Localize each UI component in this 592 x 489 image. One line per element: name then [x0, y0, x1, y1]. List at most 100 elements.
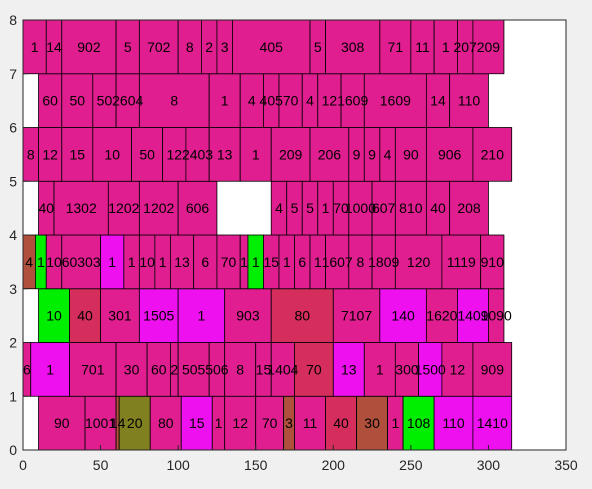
- bar-label-17: 6: [23, 361, 31, 377]
- bar-segment-95: [309, 127, 350, 182]
- bar-segment-12: [356, 395, 388, 451]
- bar-label-117: 1: [31, 39, 39, 55]
- bar-segment-29: [332, 342, 365, 397]
- bar-label-80: 1000: [345, 200, 376, 216]
- bar-segment-132: [472, 19, 505, 75]
- bar-label-121: 702: [147, 39, 171, 55]
- x-tick-label-2: 100: [166, 457, 190, 473]
- bar-segment-34: [472, 342, 513, 397]
- bar-segment-50: [61, 234, 101, 290]
- bar-label-54: 1: [159, 254, 167, 270]
- bar-label-53: 10: [139, 254, 155, 270]
- bar-segment-87: [61, 127, 94, 182]
- bar-label-43: 140: [391, 308, 415, 324]
- bar-label-75: 4: [275, 200, 283, 216]
- bar-segment-38: [138, 288, 179, 343]
- bar-label-132: 209: [477, 39, 501, 55]
- bar-label-41: 80: [294, 308, 310, 324]
- bar-label-28: 70: [306, 361, 322, 377]
- bar-segment-125: [232, 19, 311, 75]
- bar-label-23: 505: [182, 361, 206, 377]
- bar-label-26: 15: [256, 361, 272, 377]
- bar-label-90: 12: [166, 146, 182, 162]
- bar-label-1: 1001: [85, 415, 116, 431]
- bar-segment-89: [131, 127, 164, 182]
- bar-label-49: 10: [46, 254, 62, 270]
- bar-segment-41: [270, 288, 334, 343]
- bar-segment-36: [69, 288, 101, 343]
- bar-label-112: 12: [322, 93, 338, 109]
- x-tick-label-6: 300: [477, 457, 501, 473]
- bar-label-102: 60: [42, 93, 58, 109]
- bar-label-92: 13: [217, 146, 233, 162]
- x-tick-label-7: 350: [554, 457, 578, 473]
- bar-label-122: 8: [186, 39, 194, 55]
- bar-label-79: 70: [333, 200, 349, 216]
- bar-label-63: 1: [314, 254, 322, 270]
- bar-label-51: 1: [108, 254, 116, 270]
- bar-label-65: 8: [357, 254, 365, 270]
- bar-label-98: 4: [384, 146, 392, 162]
- bar-label-64: 1607: [322, 254, 353, 270]
- bar-label-16: 1410: [477, 415, 508, 431]
- bar-label-34: 909: [481, 361, 505, 377]
- bar-label-101: 210: [481, 146, 505, 162]
- bar-label-107: 1: [221, 93, 229, 109]
- bar-label-40: 903: [236, 308, 260, 324]
- bar-label-13: 1: [391, 415, 399, 431]
- bar-label-93: 1: [252, 146, 260, 162]
- bar-segment-103: [61, 73, 94, 128]
- bar-label-11: 40: [333, 415, 349, 431]
- bar-segment-74: [177, 180, 218, 236]
- bar-label-114: 1609: [380, 93, 411, 109]
- bar-label-7: 12: [232, 415, 248, 431]
- bar-label-120: 5: [124, 39, 132, 55]
- y-tick-label-2: 2: [9, 335, 17, 351]
- bar-label-72: 1202: [108, 200, 139, 216]
- bar-label-88: 10: [104, 146, 120, 162]
- bar-label-73: 1202: [143, 200, 174, 216]
- bar-label-125: 405: [260, 39, 284, 55]
- bar-label-99: 90: [403, 146, 419, 162]
- y-tick-label-6: 6: [9, 120, 17, 136]
- bar-label-33: 12: [450, 361, 466, 377]
- bar-label-14: 108: [407, 415, 431, 431]
- bar-label-100: 906: [438, 146, 462, 162]
- bar-label-39: 1: [198, 308, 206, 324]
- bar-label-58: 1: [240, 254, 248, 270]
- bar-segment-128: [379, 19, 412, 75]
- bar-label-9: 3: [285, 415, 293, 431]
- bar-label-128: 71: [388, 39, 404, 55]
- bar-label-126: 5: [314, 39, 322, 55]
- bar-segment-20: [115, 342, 148, 397]
- bar-segment-43: [379, 288, 427, 343]
- bar-segment-14: [402, 395, 435, 451]
- bar-segment-69: [480, 234, 505, 290]
- x-tick-label-4: 200: [322, 457, 346, 473]
- bar-label-115: 14: [430, 93, 446, 109]
- bar-label-87: 15: [70, 146, 86, 162]
- bar-label-89: 50: [139, 146, 155, 162]
- bar-segment-121: [138, 19, 179, 75]
- y-tick-label-5: 5: [9, 173, 17, 189]
- bar-label-8: 70: [262, 415, 278, 431]
- bar-label-36: 40: [77, 308, 93, 324]
- bar-label-94: 209: [279, 146, 303, 162]
- bar-label-119: 902: [77, 39, 101, 55]
- bar-label-67: 120: [407, 254, 431, 270]
- bar-label-25: 8: [236, 361, 244, 377]
- bar-segment-127: [325, 19, 381, 75]
- y-tick-label-4: 4: [9, 227, 17, 243]
- y-tick-label-8: 8: [9, 12, 17, 28]
- bar-label-106: 8: [170, 93, 178, 109]
- bar-label-10: 11: [303, 415, 318, 431]
- bar-segment-28: [294, 342, 334, 397]
- bar-segment-67: [394, 234, 443, 290]
- bar-label-22: 2: [170, 361, 178, 377]
- bar-label-130: 1: [442, 39, 450, 55]
- bar-segment-116: [449, 73, 489, 128]
- bar-label-37: 301: [108, 308, 132, 324]
